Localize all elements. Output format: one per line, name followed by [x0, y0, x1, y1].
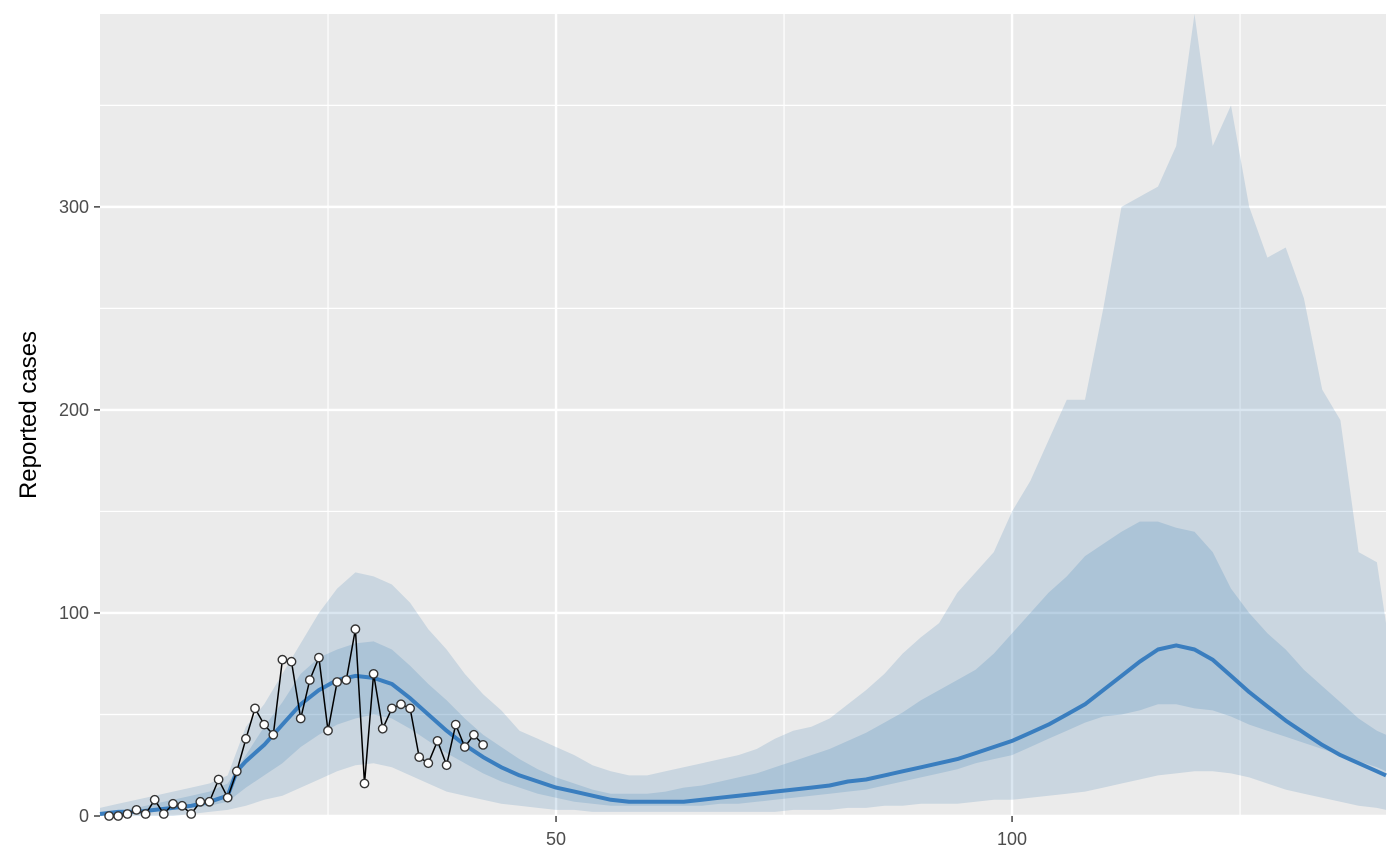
observed-point — [268, 729, 279, 740]
observed-point — [177, 800, 188, 811]
y-tick-label: 300 — [59, 197, 89, 217]
credible-interval-bands — [100, 14, 1386, 816]
x-tick-label: 50 — [546, 829, 566, 849]
observed-point — [386, 703, 397, 714]
observed-point — [231, 766, 242, 777]
x-tick-label: 100 — [997, 829, 1027, 849]
observed-point — [332, 677, 342, 687]
observed-point — [240, 733, 251, 744]
observed-point — [168, 798, 178, 809]
observed-point — [286, 656, 297, 667]
observed-point — [222, 792, 233, 803]
outer-credible-band — [100, 14, 1386, 816]
observed-point — [313, 652, 324, 663]
observed-point — [186, 809, 197, 819]
observed-point — [113, 811, 124, 821]
plot-panel — [100, 14, 1386, 816]
observed-point — [432, 736, 443, 746]
observed-point — [441, 760, 452, 771]
y-tick-label: 100 — [59, 603, 89, 623]
observed-point — [158, 809, 169, 819]
y-axis: 0 100 200 300 — [59, 197, 100, 826]
observed-point — [468, 729, 479, 740]
observed-point — [213, 774, 224, 785]
observed-point — [450, 719, 461, 730]
observed-point — [377, 723, 388, 734]
observed-point — [250, 703, 260, 714]
observed-point — [323, 725, 333, 736]
observed-point — [414, 752, 425, 762]
observed-point — [140, 809, 151, 819]
observed-point — [259, 719, 270, 730]
observed-point — [304, 675, 315, 685]
observed-point — [368, 669, 379, 679]
observed-point — [459, 742, 470, 752]
observed-point — [204, 796, 215, 807]
observed-point — [478, 740, 488, 750]
observed-point — [122, 809, 133, 819]
major-gridlines — [100, 14, 1386, 818]
y-tick-label: 0 — [79, 806, 89, 826]
y-axis-title: Reported cases — [15, 331, 42, 499]
observed-point — [295, 713, 306, 724]
observed-point — [149, 794, 160, 805]
observed-point — [195, 796, 206, 807]
x-axis: 50 100 — [546, 816, 1027, 849]
inner-credible-band — [100, 521, 1386, 816]
observed-point — [341, 675, 352, 685]
observed-point — [131, 805, 142, 815]
median-estimate-layer — [99, 643, 1387, 816]
observed-point — [277, 654, 288, 665]
observed-point — [104, 811, 115, 821]
observed-point — [405, 703, 415, 714]
y-tick-label: 200 — [59, 400, 89, 420]
minor-gridlines — [100, 14, 1386, 816]
observed-cases-layer — [104, 624, 488, 821]
observed-point — [423, 758, 434, 769]
observed-point — [350, 624, 361, 635]
observed-point — [359, 778, 370, 789]
observed-point — [396, 699, 406, 710]
median-line — [99, 643, 1387, 816]
